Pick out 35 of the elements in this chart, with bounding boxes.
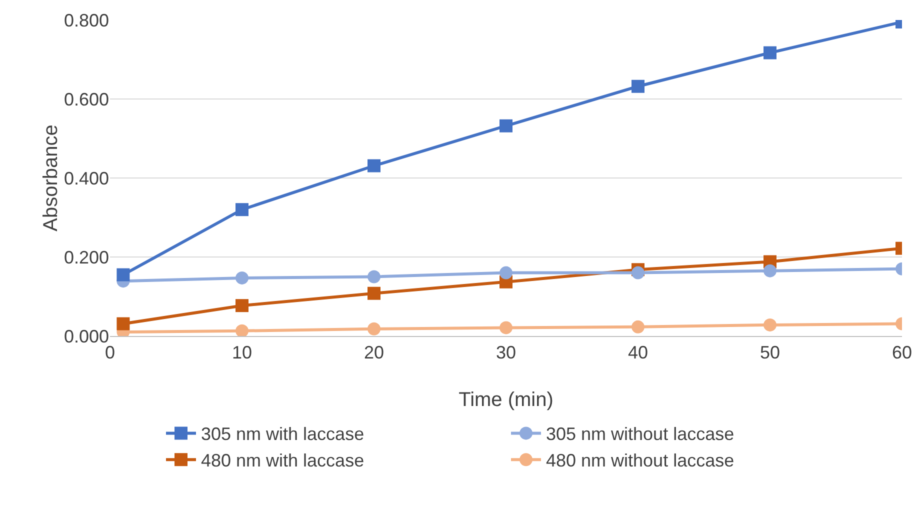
y-tick-label: 0.200	[64, 247, 109, 268]
legend-label: 480 nm without laccase	[546, 450, 734, 471]
y-tick-label: 0.400	[64, 168, 109, 188]
point	[764, 46, 776, 60]
point	[368, 322, 380, 336]
point	[500, 321, 512, 334]
point	[236, 271, 248, 284]
point	[500, 119, 512, 132]
y-tick-label: 0.800	[64, 10, 109, 30]
point	[632, 320, 644, 334]
x-axis-title: Time (min)	[458, 389, 554, 411]
x-tick-label: 30	[496, 342, 516, 363]
legend-label: 305 nm with laccase	[201, 424, 364, 444]
point	[368, 159, 380, 172]
point	[236, 324, 248, 336]
legend-label: 480 nm with laccase	[201, 450, 364, 471]
point	[368, 286, 380, 300]
y-axis-title: Absorbance	[40, 124, 62, 232]
x-tick-label: 60	[892, 342, 912, 363]
x-tick-label: 50	[760, 342, 780, 363]
point	[236, 299, 248, 312]
x-tick-label: 10	[232, 342, 252, 363]
point	[632, 266, 644, 280]
point	[500, 266, 512, 280]
point	[764, 264, 776, 278]
x-tick-label: 40	[628, 342, 648, 363]
legend-label: 305 nm without laccase	[546, 424, 734, 444]
point	[116, 268, 130, 282]
point	[236, 203, 248, 216]
point	[368, 270, 380, 284]
y-tick-label: 0.600	[64, 89, 109, 110]
point	[764, 318, 776, 332]
point	[632, 80, 644, 93]
x-tick-label: 20	[364, 342, 384, 363]
point	[116, 317, 130, 330]
